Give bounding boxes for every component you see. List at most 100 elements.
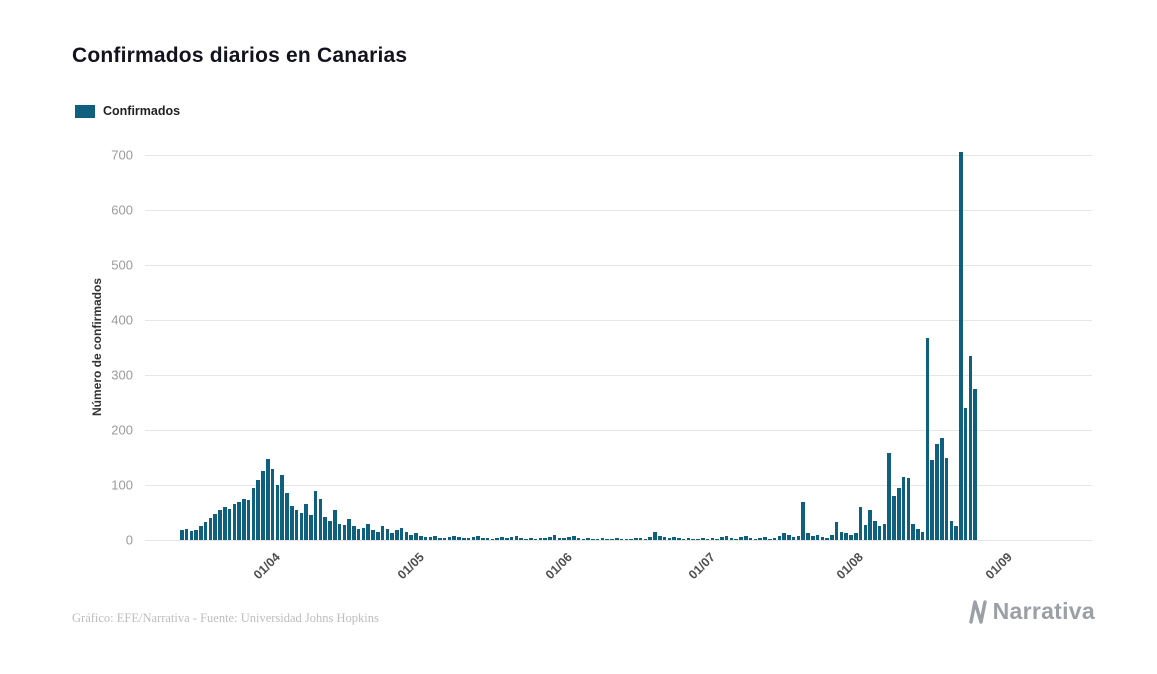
bar-31-07[interactable]	[849, 534, 853, 540]
bar-07-08[interactable]	[882, 523, 887, 540]
bar-02-05[interactable]	[419, 535, 423, 540]
bar-06-06[interactable]	[586, 538, 590, 540]
bar-30-03[interactable]	[261, 471, 265, 540]
bar-17-07[interactable]	[782, 533, 786, 540]
bar-08-07[interactable]	[739, 536, 743, 540]
bar-18-04[interactable]	[352, 526, 356, 540]
bar-06-05[interactable]	[438, 537, 442, 540]
bar-19-03[interactable]	[208, 518, 213, 540]
bar-25-05[interactable]	[528, 538, 533, 540]
bar-29-05[interactable]	[548, 536, 552, 540]
bar-22-03[interactable]	[223, 507, 227, 540]
bar-23-05[interactable]	[519, 537, 523, 540]
bar-21-08[interactable]	[949, 520, 954, 540]
bar-21-05[interactable]	[509, 536, 514, 540]
bar-30-06[interactable]	[701, 537, 705, 540]
bar-18-06[interactable]	[643, 538, 648, 540]
bar-29-07[interactable]	[839, 531, 844, 540]
bar-25-07[interactable]	[820, 536, 825, 540]
bar-06-08[interactable]	[877, 526, 882, 540]
bar-13-03[interactable]	[180, 530, 184, 540]
bar-29-03[interactable]	[256, 479, 261, 540]
bar-05-08[interactable]	[873, 520, 877, 540]
bar-06-04[interactable]	[294, 509, 299, 540]
bar-25-06[interactable]	[677, 537, 681, 540]
bar-10-05[interactable]	[457, 536, 461, 540]
bar-21-04[interactable]	[366, 523, 370, 540]
bar-22-05[interactable]	[514, 535, 519, 540]
bar-15-06[interactable]	[629, 538, 633, 540]
bar-01-08[interactable]	[853, 533, 858, 540]
bar-24-03[interactable]	[232, 504, 237, 540]
bar-19-05[interactable]	[500, 537, 504, 540]
bar-20-03[interactable]	[213, 513, 218, 540]
bar-13-07[interactable]	[763, 537, 767, 540]
bar-20-07[interactable]	[796, 535, 801, 540]
bar-03-05[interactable]	[423, 536, 428, 540]
bar-25-08[interactable]	[968, 355, 973, 540]
bar-18-05[interactable]	[495, 537, 500, 540]
bar-19-07[interactable]	[791, 537, 796, 540]
bar-27-07[interactable]	[830, 534, 834, 540]
bar-23-03[interactable]	[227, 508, 232, 540]
bar-04-08[interactable]	[868, 509, 872, 540]
bar-26-08[interactable]	[973, 388, 978, 540]
bar-18-08[interactable]	[935, 443, 939, 540]
bar-12-08[interactable]	[906, 478, 911, 540]
bar-23-08[interactable]	[959, 152, 963, 540]
bar-30-04[interactable]	[409, 534, 414, 540]
bar-17-08[interactable]	[930, 460, 935, 540]
bar-14-03[interactable]	[184, 529, 189, 540]
bar-26-06[interactable]	[681, 538, 686, 540]
bar-14-04[interactable]	[332, 509, 337, 540]
bar-12-06[interactable]	[614, 538, 619, 540]
bar-03-07[interactable]	[715, 539, 719, 540]
bar-23-07[interactable]	[810, 535, 815, 540]
bar-28-05[interactable]	[543, 538, 547, 540]
bar-11-04[interactable]	[318, 498, 323, 540]
bar-26-07[interactable]	[825, 537, 829, 540]
bar-16-07[interactable]	[777, 535, 782, 540]
bar-31-05[interactable]	[557, 537, 562, 540]
bar-01-07[interactable]	[705, 538, 710, 540]
bar-16-08[interactable]	[925, 337, 930, 540]
bar-27-06[interactable]	[686, 538, 691, 540]
bar-27-03[interactable]	[246, 500, 251, 540]
bar-14-05[interactable]	[476, 536, 480, 540]
bar-30-07[interactable]	[844, 533, 848, 540]
bar-09-07[interactable]	[744, 535, 748, 540]
bar-04-05[interactable]	[428, 537, 433, 540]
bar-10-06[interactable]	[605, 538, 609, 540]
bar-21-06[interactable]	[658, 535, 662, 540]
bar-16-03[interactable]	[194, 529, 198, 540]
bar-22-04[interactable]	[371, 530, 375, 540]
bar-24-08[interactable]	[963, 408, 968, 540]
bar-31-03[interactable]	[266, 458, 270, 540]
bar-23-06[interactable]	[667, 538, 672, 540]
bar-27-04[interactable]	[395, 530, 399, 540]
bar-28-03[interactable]	[251, 487, 256, 540]
bar-14-06[interactable]	[624, 539, 629, 540]
bar-02-08[interactable]	[858, 507, 863, 540]
bar-02-06[interactable]	[567, 537, 571, 540]
bar-17-05[interactable]	[490, 538, 495, 540]
bar-04-07[interactable]	[720, 537, 724, 540]
bar-21-07[interactable]	[801, 501, 805, 540]
bar-28-06[interactable]	[691, 539, 696, 540]
bar-12-07[interactable]	[758, 538, 762, 540]
bar-06-07[interactable]	[729, 538, 734, 540]
bar-19-04[interactable]	[356, 529, 361, 540]
bar-14-08[interactable]	[916, 529, 920, 540]
bar-11-07[interactable]	[753, 538, 758, 540]
bar-03-04[interactable]	[280, 475, 284, 540]
bar-13-04[interactable]	[328, 520, 332, 540]
bar-08-04[interactable]	[304, 503, 308, 540]
bar-09-08[interactable]	[892, 496, 896, 540]
bar-10-07[interactable]	[748, 537, 753, 540]
bar-07-06[interactable]	[591, 539, 595, 540]
bar-13-05[interactable]	[471, 537, 476, 540]
bar-13-08[interactable]	[911, 523, 915, 540]
bar-03-08[interactable]	[863, 524, 868, 540]
bar-08-05[interactable]	[447, 537, 452, 540]
bar-10-08[interactable]	[897, 487, 901, 540]
